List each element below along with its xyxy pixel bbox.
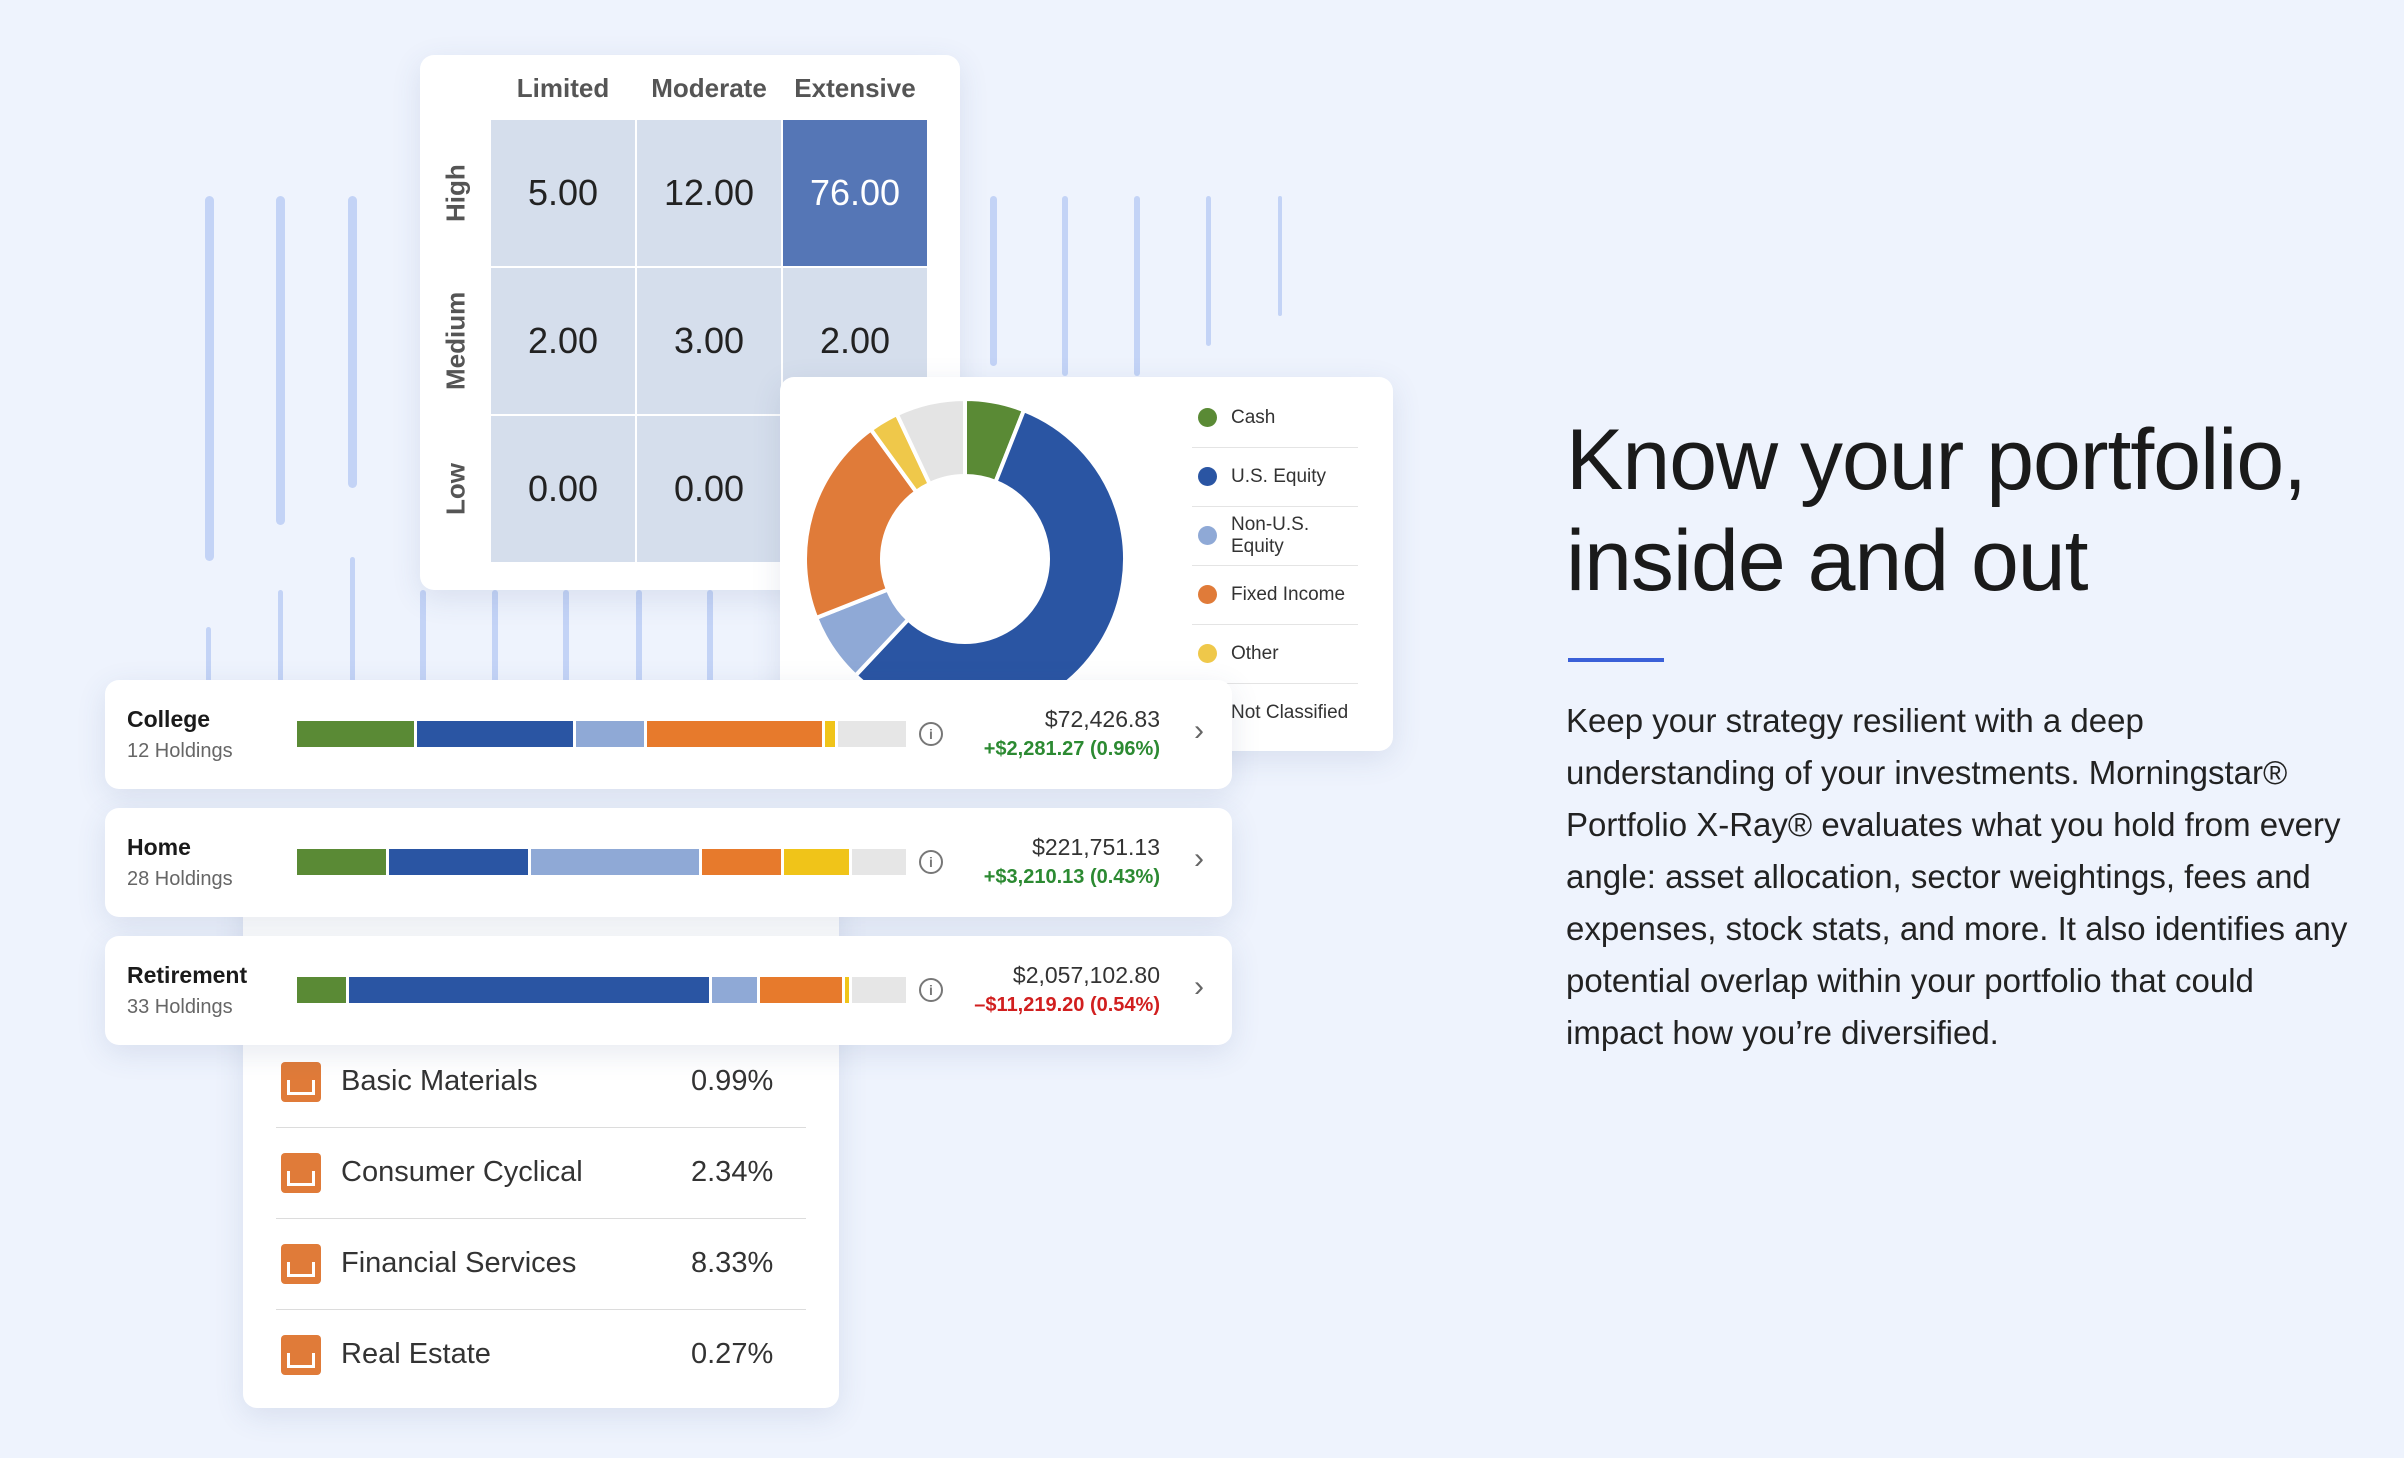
sector-value: 0.99% [691, 1065, 774, 1097]
sector-row: Basic Materials 0.99% [276, 1036, 806, 1128]
matrix-col-header: Limited [516, 73, 610, 103]
account-holdings: 12 Holdings [127, 740, 233, 762]
legend-item-us-equity: U.S. Equity [1192, 447, 1358, 507]
headline-line-2: inside and out [1566, 513, 2089, 609]
allocation-bar [297, 977, 909, 1003]
sector-value: 0.27% [691, 1338, 774, 1370]
matrix-col-header: Extensive [794, 73, 916, 103]
bar-segment-us-equity [348, 977, 709, 1003]
account-row-home[interactable]: Home 28 Holdings i $221,751.13 +$3,210.1… [105, 808, 1232, 917]
legend-swatch [1198, 408, 1217, 427]
bar-segment-non-us-equity [575, 721, 644, 747]
chevron-right-icon[interactable]: › [1194, 970, 1204, 1003]
bar-segment-cash [297, 849, 387, 875]
legend-swatch [1198, 526, 1217, 545]
matrix-col-header: Moderate [651, 73, 767, 103]
account-name: Home [127, 834, 191, 860]
headline-line-1: Know your portfolio, [1566, 412, 2307, 508]
sector-row: Real Estate 0.27% [276, 1309, 806, 1400]
allocation-donut-chart [803, 396, 1127, 721]
sector-label: Consumer Cyclical [341, 1156, 583, 1188]
account-change: +$3,210.13 (0.43%) [983, 866, 1160, 888]
accent-divider [1568, 658, 1664, 662]
sector-row: Consumer Cyclical 2.34% [276, 1127, 806, 1219]
bar-segment-cash [297, 721, 414, 747]
legend-item-non-us-equity: Non-U.S. Equity [1192, 506, 1358, 566]
donut-slice-fixed-income [803, 426, 920, 621]
financial-services-icon [281, 1243, 321, 1284]
account-change: –$11,219.20 (0.54%) [974, 994, 1160, 1016]
legend-label: Not Classified [1231, 701, 1349, 723]
matrix-cell: 5.00 [491, 120, 635, 266]
info-icon[interactable]: i [919, 850, 943, 874]
allocation-bar [297, 849, 909, 875]
matrix-cell: 0.00 [637, 416, 781, 562]
chevron-right-icon[interactable]: › [1194, 842, 1204, 875]
car-icon [281, 1152, 321, 1193]
matrix-row-header: Low [440, 463, 471, 515]
bar-segment-fixed-income [759, 977, 842, 1003]
bar-segment-other [844, 977, 850, 1003]
chevron-right-icon[interactable]: › [1194, 714, 1204, 747]
account-holdings: 28 Holdings [127, 868, 233, 890]
bar-segment-fixed-income [646, 721, 823, 747]
headline: Know your portfolio, inside and out [1566, 410, 2346, 612]
account-row-retirement[interactable]: Retirement 33 Holdings i $2,057,102.80 –… [105, 936, 1232, 1045]
style-box-matrix: Limited Moderate Extensive High Medium L… [420, 55, 960, 590]
basic-materials-icon [281, 1061, 321, 1102]
bar-segment-fixed-income [701, 849, 782, 875]
account-value: $72,426.83 [1044, 706, 1160, 732]
legend-label: Fixed Income [1231, 583, 1346, 605]
sector-value: 2.34% [691, 1156, 774, 1188]
legend-swatch [1198, 467, 1217, 486]
legend-label: Cash [1231, 406, 1276, 428]
sector-label: Real Estate [341, 1338, 491, 1370]
legend-label: Other [1231, 642, 1279, 664]
matrix-row-header: High [440, 164, 471, 222]
bar-segment-other [825, 721, 835, 747]
matrix-cell: 3.00 [637, 268, 781, 414]
account-row-college[interactable]: College 12 Holdings i $72,426.83 +$2,281… [105, 680, 1232, 789]
house-icon [281, 1334, 321, 1375]
bar-segment-not-classified [852, 977, 907, 1003]
donut-slice-not-classified [894, 396, 967, 487]
bar-segment-us-equity [389, 849, 528, 875]
account-holdings: 33 Holdings [127, 996, 233, 1018]
matrix-cell: 0.00 [491, 416, 635, 562]
legend-swatch [1198, 644, 1217, 663]
bar-segment-cash [297, 977, 346, 1003]
bar-segment-other [784, 849, 849, 875]
sector-label: Financial Services [341, 1247, 577, 1279]
allocation-bar [297, 721, 909, 747]
account-name: Retirement [127, 962, 248, 988]
legend-swatch [1198, 585, 1217, 604]
matrix-row-header: Medium [440, 291, 471, 391]
sector-label: Basic Materials [341, 1065, 538, 1097]
body-text: Keep your strategy resilient with a deep… [1566, 702, 2348, 1051]
legend-label: Non-U.S. Equity [1231, 513, 1310, 557]
bar-segment-not-classified [837, 721, 906, 747]
legend-item-other: Other [1192, 624, 1358, 684]
matrix-cell: 2.00 [491, 268, 635, 414]
legend-item-cash: Cash [1192, 388, 1358, 448]
sector-value: 8.33% [691, 1247, 774, 1279]
legend-label: U.S. Equity [1231, 465, 1327, 487]
legend-item-fixed-income: Fixed Income [1192, 565, 1358, 625]
account-change: +$2,281.27 (0.96%) [983, 738, 1160, 760]
bar-segment-not-classified [851, 849, 906, 875]
bar-segment-non-us-equity [530, 849, 699, 875]
account-name: College [127, 706, 211, 732]
info-icon[interactable]: i [919, 978, 943, 1002]
sector-row: Financial Services 8.33% [276, 1218, 806, 1310]
account-value: $221,751.13 [1032, 834, 1160, 860]
bar-segment-non-us-equity [711, 977, 757, 1003]
matrix-cell: 12.00 [637, 120, 781, 266]
info-icon[interactable]: i [919, 722, 943, 746]
account-value: $2,057,102.80 [1012, 962, 1160, 988]
bar-segment-us-equity [416, 721, 573, 747]
matrix-cell-highlight: 76.00 [783, 120, 927, 266]
